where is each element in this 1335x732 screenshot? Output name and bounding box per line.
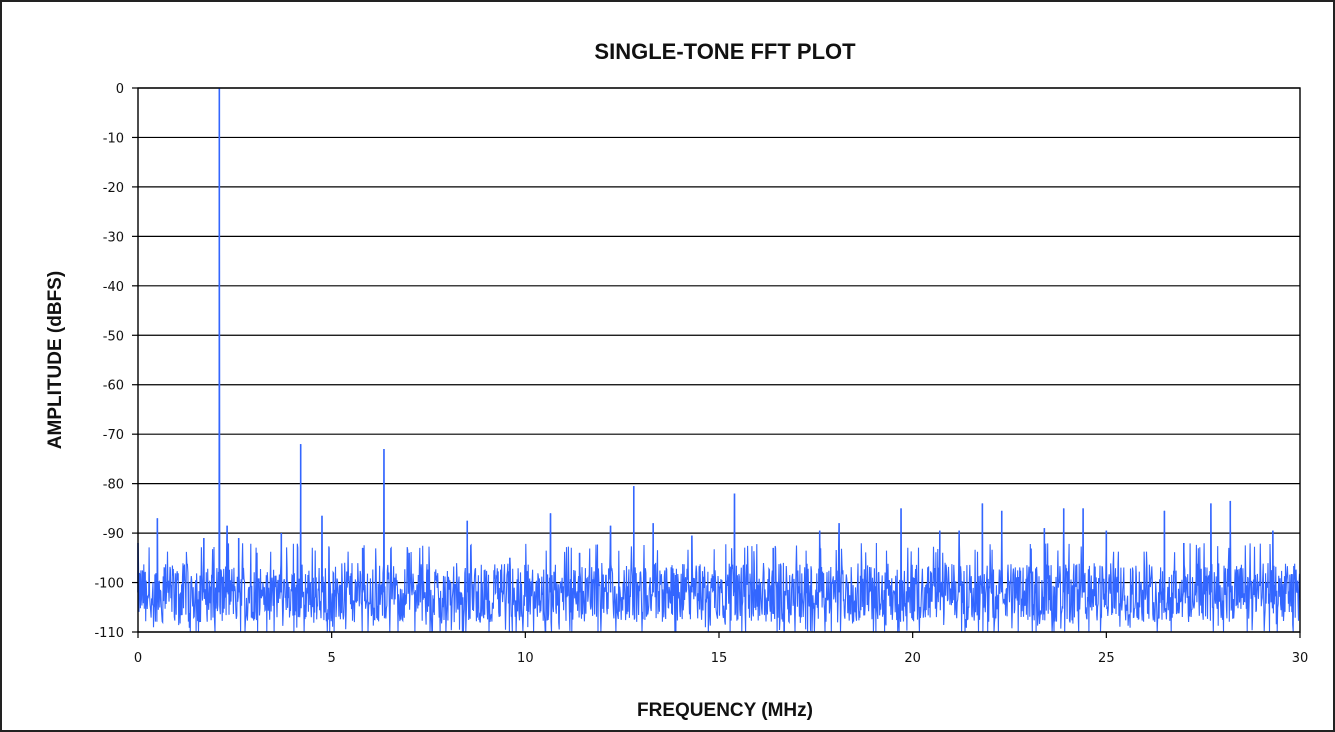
x-tick-label: 5: [328, 651, 336, 666]
y-tick-label: -100: [94, 577, 124, 592]
y-tick-label: -70: [103, 428, 124, 443]
x-tick-label: 10: [517, 651, 534, 666]
y-tick-label: -50: [103, 329, 124, 344]
x-axis-label: FREQUENCY (MHz): [637, 700, 813, 721]
y-tick-label: -60: [103, 379, 124, 394]
y-tick-labels: 0 -10 -20 -30 -40 -50 -60 -70 -80 -90 -100 -110: [94, 82, 138, 641]
x-tick-label: 30: [1292, 651, 1309, 666]
y-tick-label: -10: [103, 131, 124, 146]
chart-title: SINGLE-TONE FFT PLOT: [594, 39, 856, 64]
x-tick-label: 25: [1098, 651, 1115, 666]
y-tick-label: -30: [103, 230, 124, 245]
y-tick-label: -40: [103, 280, 124, 295]
x-tick-labels: 0 5 10 15 20 25 30: [134, 632, 1308, 666]
y-tick-label: -80: [103, 478, 124, 493]
y-axis-label: AMPLITUDE (dBFS): [45, 271, 66, 449]
x-tick-label: 20: [904, 651, 921, 666]
x-tick-label: 15: [711, 651, 728, 666]
y-tick-label: -20: [103, 181, 124, 196]
y-tick-label: 0: [116, 82, 124, 97]
fft-trace: [137, 87, 1301, 633]
y-tick-label: -110: [94, 626, 124, 641]
series-layer: [137, 87, 1301, 633]
y-tick-label: -90: [103, 527, 124, 542]
x-tick-label: 0: [134, 651, 142, 666]
